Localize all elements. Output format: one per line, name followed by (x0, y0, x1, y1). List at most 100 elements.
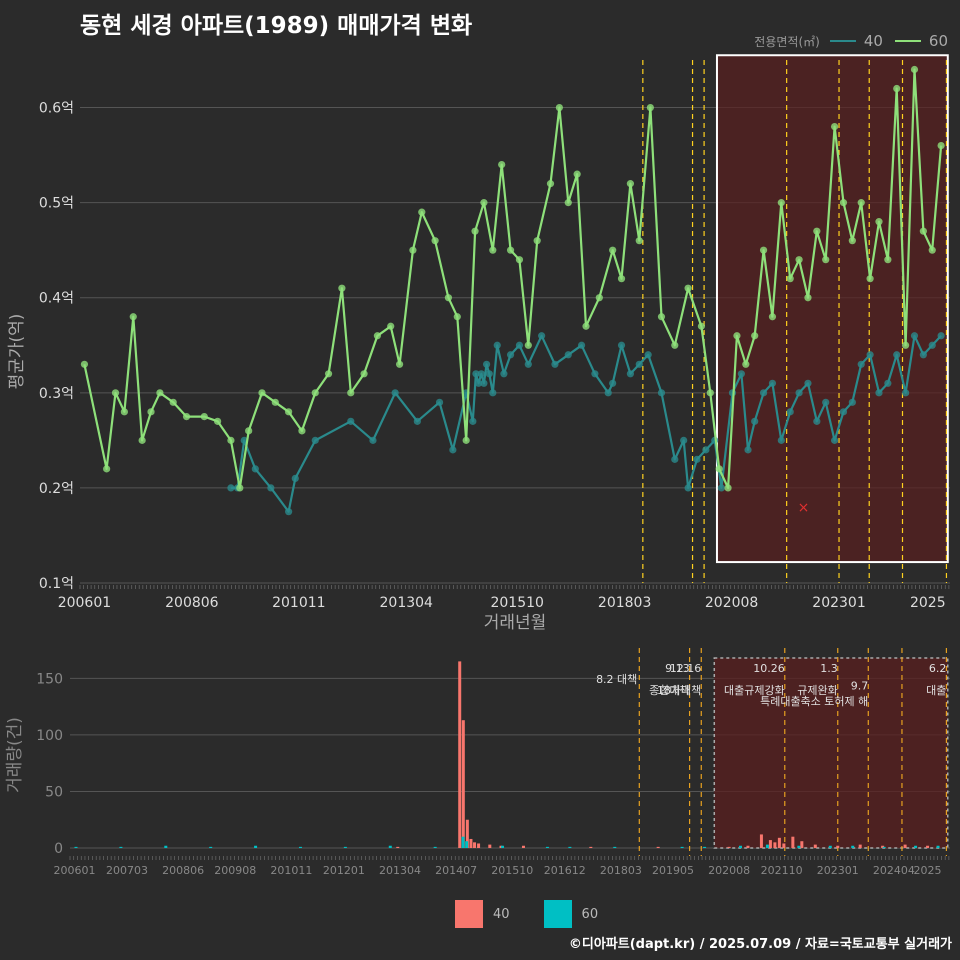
data-point-40 (848, 398, 856, 406)
bar-40 (458, 661, 462, 848)
x-tick-label: 201612 (544, 864, 586, 877)
policy-label: 9.13 (665, 662, 690, 675)
data-point-60 (418, 208, 426, 216)
data-point-60 (715, 465, 723, 473)
data-point-40 (500, 370, 508, 378)
data-point-40 (644, 351, 652, 359)
data-point-40 (604, 389, 612, 397)
data-point-60 (156, 389, 164, 397)
data-point-40 (475, 379, 483, 387)
data-point-40 (617, 341, 626, 349)
data-point-40 (493, 341, 501, 349)
x-tick-label: 201803 (600, 864, 642, 877)
y-tick-label: 150 (36, 671, 63, 687)
data-point-40 (472, 370, 480, 378)
bar-60 (298, 846, 302, 848)
data-point-40 (671, 455, 679, 463)
y-tick-label: 100 (36, 728, 63, 744)
y-tick-label: 0.5억 (39, 196, 74, 212)
data-point-40 (910, 332, 919, 340)
x-tick-label: 200908 (214, 864, 256, 877)
policy-label: 규제완화 (797, 684, 837, 697)
legend-bottom-label-60: 60 (581, 906, 599, 922)
legend-bottom: 40 60 (455, 900, 598, 928)
data-point-40 (702, 446, 710, 454)
data-point-40 (469, 417, 477, 425)
x-tick-label: 202008 (708, 864, 750, 877)
policy-label: 8.2 대책 (596, 673, 637, 686)
data-point-60 (103, 465, 111, 473)
policy-label: 종합대책 (649, 684, 689, 697)
bar-40 (656, 846, 660, 848)
data-point-60 (582, 322, 590, 330)
data-point-60 (444, 294, 453, 302)
data-point-60 (271, 398, 279, 406)
bar-40 (465, 819, 469, 848)
data-point-60 (489, 246, 497, 254)
price-chart: 0.1억 0.2억 0.3억 0.4억 0.5억 0.6억 200601 200806 2010… (7, 54, 950, 633)
data-point-40 (485, 370, 493, 378)
data-point-60 (311, 389, 319, 397)
data-point-40 (577, 341, 586, 349)
data-point-40 (477, 370, 485, 378)
data-point-60 (928, 246, 936, 254)
data-point-60 (795, 256, 803, 264)
data-point-40 (680, 436, 688, 444)
y-axis-label: 거래량(건) (5, 717, 25, 793)
y-tick-label: 0.2억 (39, 481, 74, 497)
x-tick-label: 200806 (165, 595, 219, 611)
x-tick-label: 202301 (812, 595, 865, 611)
data-point-60 (258, 389, 266, 397)
bar-40 (881, 845, 885, 848)
bar-40 (777, 837, 781, 848)
data-point-60 (724, 484, 732, 492)
data-point-60 (866, 275, 874, 283)
x-tick-label: 200806 (162, 864, 204, 877)
bar-60 (388, 845, 392, 848)
data-point-60 (245, 427, 253, 435)
data-point-60 (555, 103, 563, 112)
data-point-60 (848, 237, 856, 245)
bar-60 (738, 845, 742, 848)
data-point-60 (111, 389, 120, 397)
data-point-60 (822, 256, 830, 264)
x-tick-label: 201201 (323, 864, 365, 877)
data-point-60 (431, 237, 439, 245)
x-tick-label: 201011 (272, 595, 325, 611)
legend-swatch-60 (894, 40, 921, 42)
data-point-40 (857, 360, 865, 368)
x-tick-label: 202404 (873, 864, 915, 877)
data-point-40 (435, 398, 444, 406)
data-point-60 (471, 227, 479, 235)
data-point-60 (657, 313, 666, 321)
data-point-40 (937, 332, 945, 340)
data-point-40 (768, 379, 777, 387)
policy-label: 9.7 (851, 680, 869, 693)
data-point-60 (937, 141, 945, 150)
y-tick-label: 0.4억 (39, 291, 74, 307)
data-point-40 (538, 332, 546, 340)
policy-label: 대출 (926, 684, 946, 697)
data-point-60 (285, 408, 293, 416)
x-tick-label: 202110 (761, 864, 803, 877)
data-point-60 (839, 199, 848, 207)
data-point-60 (120, 408, 128, 416)
policy-label: 특례대출축소 토허제 해 (760, 694, 868, 708)
x-tick-label: 202301 (817, 864, 859, 877)
data-point-40 (626, 370, 635, 378)
bar-40 (800, 841, 804, 848)
x-tick-label: 2025 (914, 864, 942, 877)
bar-40 (746, 845, 750, 848)
x-tick-label: 201905 (652, 864, 694, 877)
x-tick-label: 201304 (379, 864, 421, 877)
data-point-60 (453, 313, 461, 321)
data-point-60 (706, 389, 714, 397)
page-title: 동현 세경 아파트(1989) 매매가격 변화 (80, 13, 473, 39)
data-point-40 (449, 446, 457, 454)
data-point-60 (387, 322, 395, 330)
policy-label: 18차대책 (657, 684, 701, 697)
data-point-60 (804, 294, 812, 302)
data-point-60 (214, 417, 222, 425)
data-point-40 (884, 379, 892, 387)
data-point-60 (564, 199, 572, 207)
